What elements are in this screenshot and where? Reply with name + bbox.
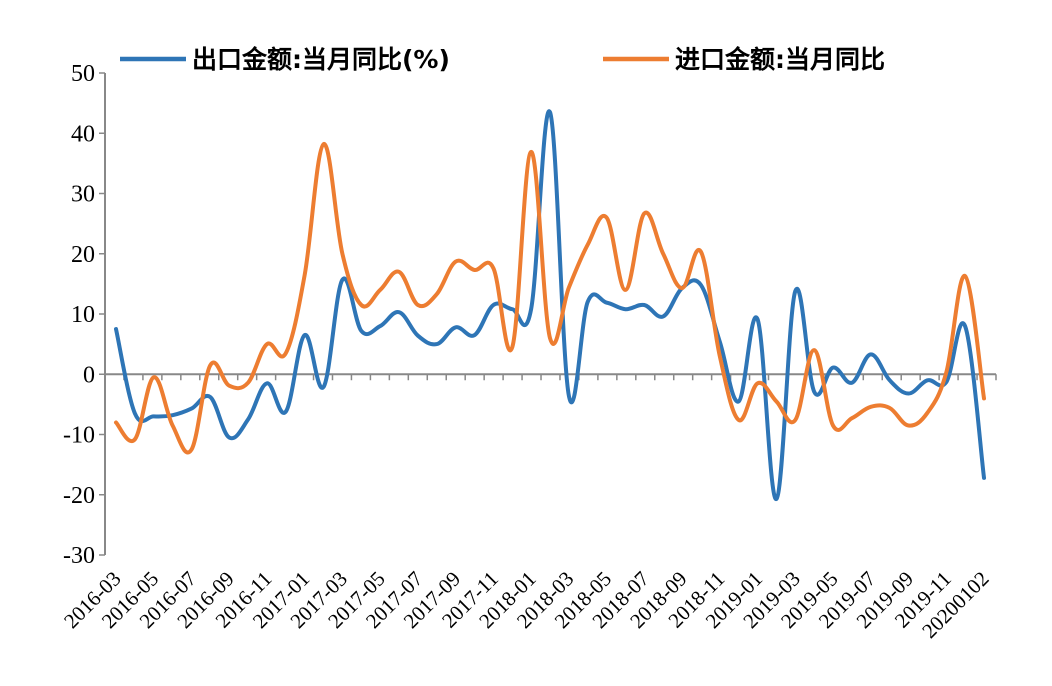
legend: 出口金额:当月同比(%) 进口金额:当月同比 xyxy=(120,45,885,74)
plot-area xyxy=(114,109,986,502)
y-tick-label: -20 xyxy=(63,483,95,509)
y-axis-ticks: 50 40 30 20 10 0 -10 -20 -30 xyxy=(63,61,105,569)
legend-label-import: 进口金额:当月同比 xyxy=(675,45,885,74)
y-tick-label: -30 xyxy=(63,543,95,569)
series-line-import xyxy=(114,142,986,455)
y-tick-label: 40 xyxy=(71,121,95,147)
y-tick-label: 30 xyxy=(71,182,95,208)
y-tick-label: 50 xyxy=(71,61,95,87)
y-tick-label: 10 xyxy=(71,302,95,328)
y-tick-label: -10 xyxy=(63,423,95,449)
x-axis-ticks: 2016-032016-052016-072016-092016-112017-… xyxy=(59,567,993,643)
legend-label-export: 出口金额:当月同比(%) xyxy=(192,45,450,74)
y-tick-label: 20 xyxy=(71,242,95,268)
axes xyxy=(104,73,997,555)
y-tick-label: 0 xyxy=(83,362,95,388)
series-line-export xyxy=(114,109,986,502)
